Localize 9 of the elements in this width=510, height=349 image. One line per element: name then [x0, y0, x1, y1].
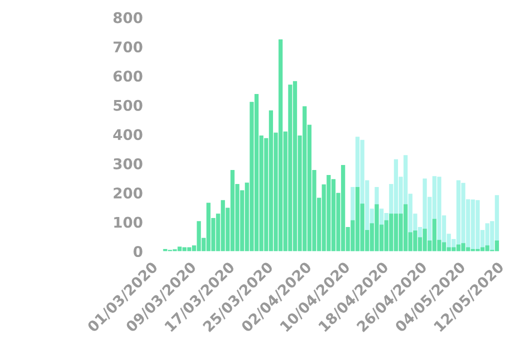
y-tick-label: 600: [114, 70, 142, 82]
y-tick-label: 300: [114, 158, 142, 170]
y-tick-label: 800: [113, 12, 142, 24]
y-tick-label: 0: [134, 246, 142, 258]
y-tick-label: 500: [114, 100, 142, 111]
y-tick-label: 100: [114, 216, 142, 228]
y-tick-label: 400: [113, 129, 142, 140]
y-tick-label: 700: [114, 41, 142, 52]
y-tick-label: 200: [114, 188, 142, 199]
